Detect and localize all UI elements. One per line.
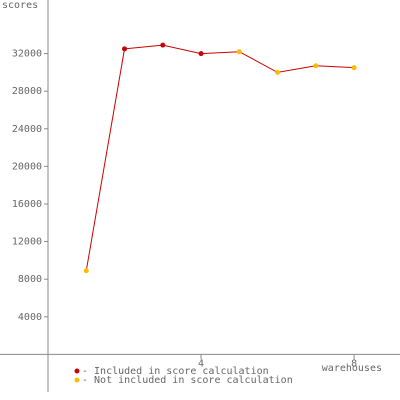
y-tick-label: 28000 bbox=[12, 86, 42, 97]
point bbox=[275, 69, 281, 75]
line bbox=[85, 44, 355, 271]
x-tick-label: 8 bbox=[351, 358, 357, 369]
y-tick-label: 20000 bbox=[12, 161, 42, 172]
point bbox=[160, 42, 166, 48]
point bbox=[198, 51, 204, 57]
legend-marker bbox=[74, 377, 80, 383]
point bbox=[122, 46, 128, 52]
legend-marker bbox=[74, 368, 80, 374]
y-tick-label: 4000 bbox=[18, 312, 42, 323]
point bbox=[313, 63, 319, 69]
x-axis-label: warehouses bbox=[322, 363, 382, 374]
point bbox=[351, 65, 357, 71]
y-tick-label: 32000 bbox=[12, 49, 42, 60]
y-tick-label: 16000 bbox=[12, 199, 42, 210]
x-tick-label: 4 bbox=[198, 358, 204, 369]
legend-label: - Included in score calculation bbox=[82, 366, 269, 377]
y-tick-label: 8000 bbox=[18, 274, 42, 285]
point bbox=[83, 268, 89, 274]
point bbox=[236, 49, 242, 55]
y-tick-label: 12000 bbox=[12, 237, 42, 248]
y-axis-label: scores bbox=[2, 0, 38, 11]
legend-label: - Not included in score calculation bbox=[82, 375, 293, 386]
y-tick-label: 24000 bbox=[12, 124, 42, 135]
